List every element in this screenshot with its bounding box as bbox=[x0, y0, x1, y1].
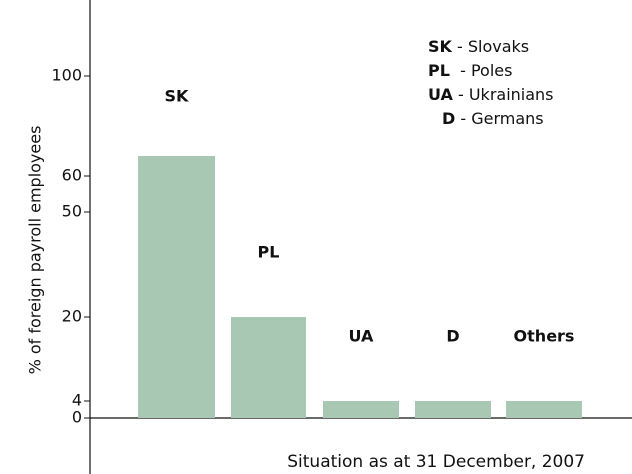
bar bbox=[415, 401, 491, 418]
annotation: Situation as at 31 December, 2007 bbox=[287, 452, 585, 472]
legend-code: SK bbox=[428, 37, 453, 56]
y-tick-label: 60 bbox=[62, 166, 82, 185]
legend-entry: UA - Ukrainians bbox=[428, 85, 554, 104]
legend-code: PL bbox=[428, 61, 450, 80]
y-tick-label: 0 bbox=[72, 408, 82, 427]
legend-label: - Poles bbox=[450, 61, 513, 80]
bar-label: D bbox=[446, 327, 459, 346]
legend-label: - Germans bbox=[455, 109, 543, 128]
bar-label: SK bbox=[165, 87, 190, 106]
legend-code: UA bbox=[428, 85, 454, 104]
legend-entry: D - Germans bbox=[442, 109, 544, 128]
y-tick-label: 100 bbox=[51, 66, 82, 85]
bar bbox=[138, 156, 215, 418]
y-axis-label: % of foreign payroll employees bbox=[26, 126, 45, 375]
legend-code: D bbox=[442, 109, 455, 128]
bar bbox=[506, 401, 582, 418]
legend-label: - Slovaks bbox=[452, 37, 529, 56]
bar-label: PL bbox=[258, 243, 280, 262]
legend-entry: SK - Slovaks bbox=[428, 37, 529, 56]
legend-label: - Ukrainians bbox=[453, 85, 554, 104]
bar-label: Others bbox=[514, 327, 575, 346]
bar bbox=[231, 317, 306, 418]
bar bbox=[323, 401, 399, 418]
y-tick-label: 4 bbox=[72, 391, 82, 410]
y-tick-label: 20 bbox=[62, 307, 82, 326]
legend-entry: PL - Poles bbox=[428, 61, 512, 80]
y-tick-label: 50 bbox=[62, 202, 82, 221]
bar-label: UA bbox=[349, 327, 375, 346]
